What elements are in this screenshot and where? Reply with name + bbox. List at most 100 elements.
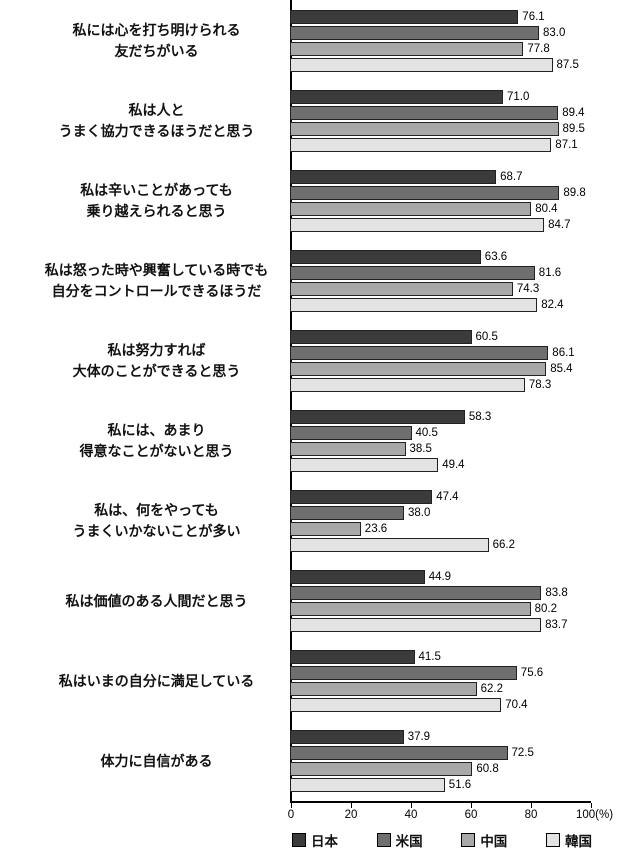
bar-value-label: 60.5 [475,331,498,343]
bar-value-label: 38.5 [409,443,432,455]
bar-value-label: 75.6 [520,667,544,679]
bar-japan [290,10,519,24]
question-label: 私は努力すれば 大体のことができると思う [72,342,241,379]
bar-row: 38.0 [290,506,640,520]
bar-row: 80.4 [290,202,640,216]
bar-value-label: 83.7 [545,619,568,631]
bar-row: 87.1 [290,138,640,152]
question-group-10: 体力に自信がある 37.9 72.5 60.8 51.6 [0,721,640,801]
bar-value-label: 51.6 [448,779,472,791]
axis-tick-label: 20 [344,809,358,821]
bar-value-label: 63.6 [484,251,508,263]
bar-china [290,122,559,136]
bar-row: 74.3 [290,282,640,296]
bar-value-label: 38.0 [408,507,431,519]
bar-value-label: 37.9 [407,731,431,743]
bar-row: 58.3 [290,410,640,424]
question-label: 私は、何をやっても うまくいかないことが多い [72,502,241,539]
bar-korea [290,778,445,792]
bar-row: 83.8 [290,586,640,600]
bar-value-label: 87.1 [555,139,578,151]
legend-label: 米国 [395,834,423,849]
bar-value-label: 80.2 [534,603,557,615]
legend-item-japan: 日本 [292,830,338,850]
bar-row: 89.5 [290,122,640,136]
bar-row: 75.6 [290,666,640,680]
bar-japan [290,410,465,424]
bar-value-label: 89.8 [563,187,586,199]
bar-korea [290,538,489,552]
bar-group: 71.0 89.4 89.5 87.1 [290,90,640,152]
bar-group: 44.9 83.8 80.2 83.7 [290,570,640,632]
bar-korea [290,218,545,232]
bar-value-label: 82.4 [541,299,564,311]
question-group-2: 私は人と うまく協力できるほうだと思う 71.0 89.4 89.5 87.1 [0,81,640,161]
legend-label: 中国 [480,834,508,849]
question-group-6: 私には、あまり 得意なことがないと思う 58.3 40.5 38.5 49.4 [0,401,640,481]
question-group-5: 私は努力すれば 大体のことができると思う 60.5 86.1 85.4 78.3 [0,321,640,401]
bar-value-label: 83.0 [543,27,566,39]
bar-row: 41.5 [290,650,640,664]
axis-tick-label: 80 [524,809,538,821]
bar-value-label: 44.9 [428,571,452,583]
axis-tick-label: 100(%) [576,809,614,821]
axis-tick [471,803,472,808]
bar-value-label: 85.4 [550,363,573,375]
bar-row: 44.9 [290,570,640,584]
bar-row: 60.8 [290,762,640,776]
bar-china [290,602,531,616]
question-group-7: 私は、何をやっても うまくいかないことが多い 47.4 38.0 23.6 66.2 [0,481,640,561]
bar-value-label: 89.4 [562,107,585,119]
bar-china [290,442,406,456]
bar-value-label: 83.8 [545,587,568,599]
question-label: 私には心を打ち明けられる 友だちがいる [72,22,241,59]
legend-item-china: 中国 [461,830,507,850]
bar-korea [290,698,502,712]
legend-swatch-japan [292,833,306,847]
legend-swatch-usa [376,833,391,847]
bar-japan [290,650,415,664]
bar-japan [290,170,497,184]
bar-row: 72.5 [290,746,640,760]
bar-japan [290,90,503,104]
chart-rows: 私には心を打ち明けられる 友だちがいる 76.1 83.0 77.8 87.5 私は人と うま… [0,1,640,801]
bar-group: 63.6 81.6 74.3 82.4 [290,250,640,312]
bar-value-label: 58.3 [468,411,492,423]
bar-korea [290,138,552,152]
bar-value-label: 84.7 [548,219,571,231]
axis-tick [351,803,352,808]
question-label: 私は怒った時や興奮している時でも 自分をコントロールできるほうだ [44,262,269,299]
bar-china [290,362,547,376]
bar-usa [290,106,559,120]
bar-row: 84.7 [290,218,640,232]
bar-row: 83.0 [290,26,640,40]
bar-value-label: 23.6 [364,523,388,535]
bar-value-label: 60.8 [476,763,499,775]
bar-row: 51.6 [290,778,640,792]
bar-china [290,202,532,216]
bar-value-label: 47.4 [436,491,459,503]
axis-tick [591,803,592,808]
bar-china [290,762,473,776]
bar-value-label: 80.4 [535,203,558,215]
bar-row: 89.4 [290,106,640,120]
bar-value-label: 86.1 [552,347,575,359]
bar-korea [290,378,525,392]
bar-value-label: 78.3 [528,379,552,391]
bar-usa [290,506,404,520]
axis-tick-label: 0 [287,809,295,821]
bar-row: 63.6 [290,250,640,264]
bar-value-label: 71.0 [507,91,530,103]
question-label: 私は辛いことがあっても 乗り越えられると思う [80,182,233,219]
bar-value-label: 87.5 [556,59,579,71]
bar-group: 76.1 83.0 77.8 87.5 [290,10,640,72]
bar-china [290,42,524,56]
bar-value-label: 40.5 [415,427,438,439]
bar-usa [290,666,517,680]
bar-value-label: 81.6 [538,267,562,279]
legend-item-usa: 米国 [376,830,423,850]
bar-value-label: 62.2 [480,683,503,695]
bar-japan [290,730,404,744]
axis-tick [531,803,532,808]
